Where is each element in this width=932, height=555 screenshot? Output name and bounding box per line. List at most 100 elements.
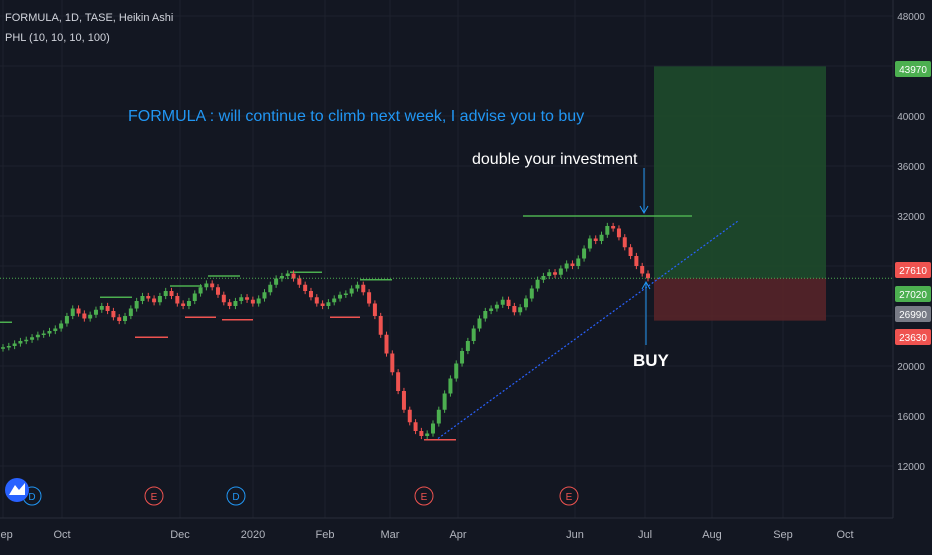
candle-body [599,234,604,241]
candle-body [553,272,558,275]
logo-mark [9,483,25,495]
arrow-down-icon [639,205,649,215]
candle-body [1,347,5,349]
x-tick-label: Feb [316,529,335,541]
candle-body [570,263,575,266]
y-tick-label: 12000 [897,462,925,473]
candle-body [239,297,244,301]
x-tick-label: Sep [773,529,793,541]
candle-body [163,291,168,296]
price-label: 27610 [899,266,927,277]
event-label: E [151,492,158,503]
event-circle [144,486,164,506]
axes: 1200016000200002400028000320003600040000… [0,0,931,541]
candle-body [35,334,40,338]
candle-body [529,288,534,299]
price-label-bg [895,61,931,77]
candle-body [372,303,377,316]
candle-body [425,433,430,436]
candle-body [582,248,587,259]
candle-body [494,304,499,309]
candle-body [18,341,23,344]
candle-body [419,431,424,436]
candle-body [123,316,128,321]
candle-body [535,279,540,289]
candle-body [47,331,52,334]
candle-body [512,306,517,313]
candle-body [250,299,255,304]
y-tick-label: 48000 [897,12,925,23]
candle-body [285,273,290,276]
price-label: 43970 [899,65,927,76]
candle-body [646,273,650,279]
x-tick-label: Jun [566,529,584,541]
candle-body [76,308,81,314]
candle-body [6,346,11,348]
candle-body [355,284,360,289]
y-tick-label: 32000 [897,212,925,223]
candle-body [152,298,157,303]
annotation-double: double your investment [472,151,638,168]
candle-body [216,287,220,295]
tradingview-logo-icon [5,478,29,502]
loss-zone [654,278,826,321]
arrow-up-icon [641,280,651,290]
candle-body [640,266,645,274]
candle-body [384,334,389,354]
candle-body [169,291,174,296]
candle-body [587,238,592,249]
candle-body [390,353,395,373]
overlays: FORMULA : will continue to climb next we… [0,108,893,506]
candle-body [279,276,284,279]
candle-body [378,316,383,335]
candle-body [30,337,35,340]
candle-body [117,317,122,321]
candle-body [93,309,98,315]
candle-body [349,288,354,294]
price-label: 26990 [899,310,927,321]
candle-body [274,278,279,285]
candle-body [616,228,621,238]
price-label-bg [895,286,931,302]
grid-lines [0,0,893,518]
candle-body [320,303,325,306]
candle-body [157,296,162,303]
position-zones [654,66,826,321]
pivot-lines [0,271,456,441]
event-marker: E [144,486,164,506]
candle-body [175,296,180,304]
candle-body [221,294,226,303]
x-tick-label: Oct [53,529,70,541]
candle-body [210,283,215,288]
candle-body [308,291,313,298]
candles [1,222,650,440]
candle-body [128,308,133,316]
candle-body [24,339,29,342]
candle-body [192,293,197,301]
candle-body [53,328,58,331]
candle-body [343,293,348,295]
candle-body [41,333,46,335]
candle-body [558,268,563,275]
annotation-buy: BUY [633,351,670,370]
price-label-bg [895,262,931,278]
price-label: 27020 [899,290,927,301]
y-tick-label: 36000 [897,162,925,173]
event-marker: D [226,486,246,506]
event-marker: E [559,486,579,506]
candle-body [500,299,505,305]
candle-body [204,283,209,288]
profit-zone [654,66,826,279]
candle-body [518,307,523,313]
event-marker: E [414,486,434,506]
candle-body [471,328,476,341]
candle-body [262,292,267,299]
event-label: D [28,492,35,503]
annotation-main: FORMULA : will continue to climb next we… [128,108,584,125]
candle-body [268,284,273,293]
candle-body [442,393,447,410]
x-tick-label: Dec [170,529,190,541]
candle-body [576,258,581,266]
